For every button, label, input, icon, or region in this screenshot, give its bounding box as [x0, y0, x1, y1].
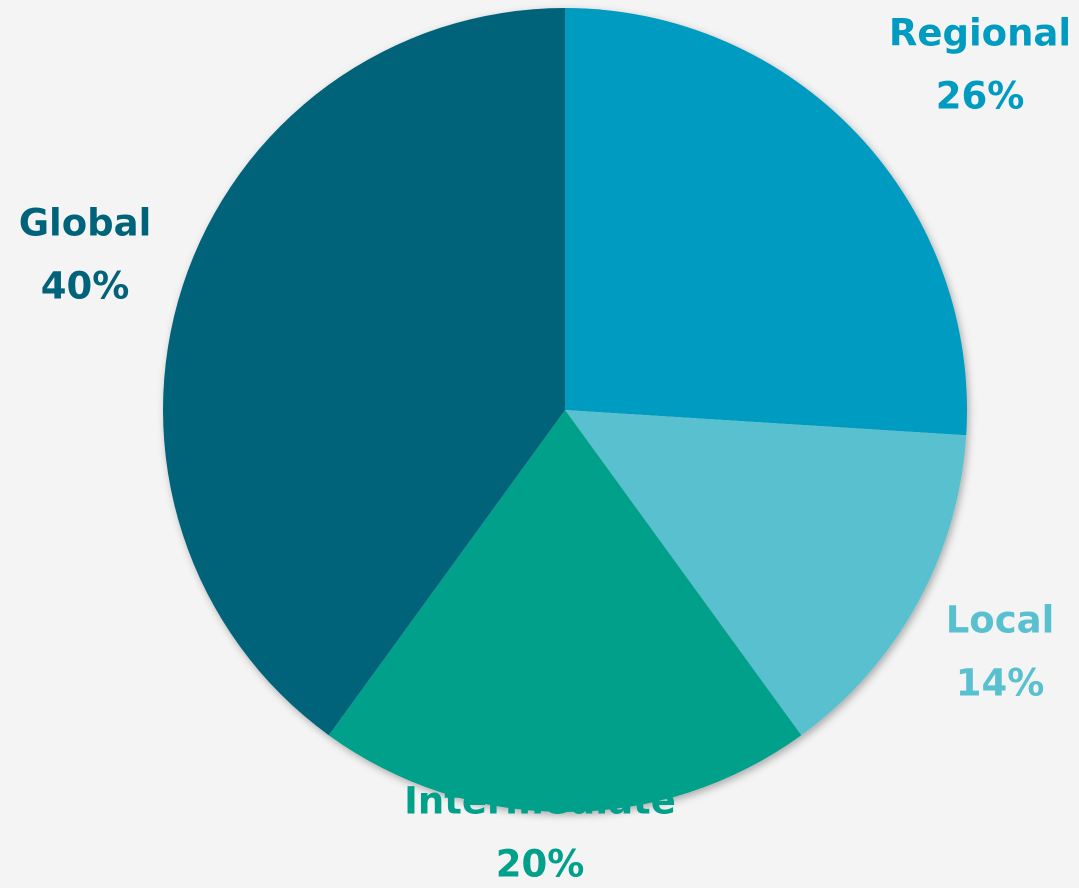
slice-label: Local — [946, 599, 1055, 642]
pie-slice — [565, 410, 967, 736]
pie — [162, 7, 967, 813]
slice-label: Global — [19, 202, 152, 245]
pie-slice — [328, 410, 802, 813]
slice-value-label: 20% — [496, 843, 585, 886]
pie-slice — [565, 8, 967, 436]
slice-value-label: 14% — [956, 662, 1045, 705]
slice-value-label: 40% — [41, 265, 130, 308]
pie-slice — [162, 7, 565, 736]
slice-label: Regional — [889, 12, 1071, 55]
slice-label: Intermediate — [404, 780, 676, 823]
slice-value-label: 26% — [936, 75, 1025, 118]
